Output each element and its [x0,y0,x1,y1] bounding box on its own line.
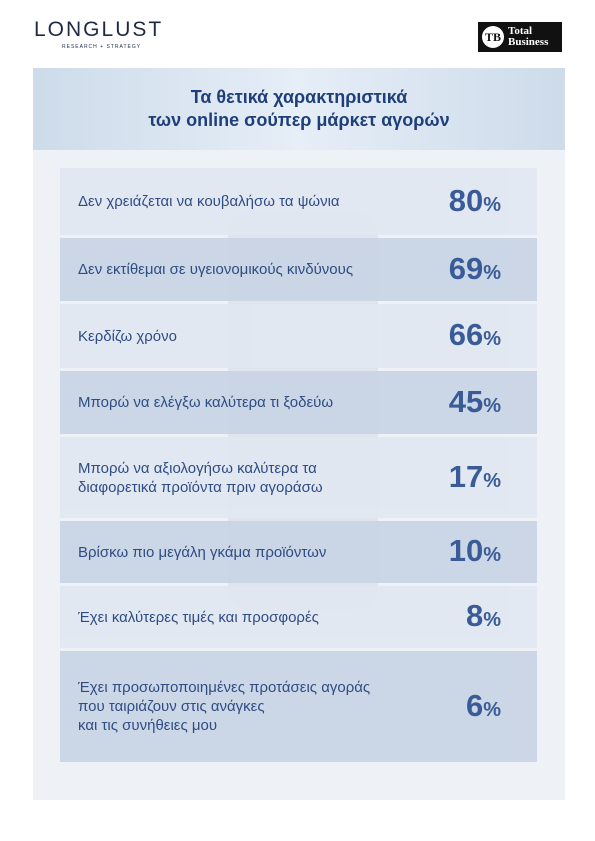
logo-text: Business [508,36,549,48]
row-label: Κερδίζω χρόνο [78,327,177,345]
row-label: Δεν εκτίθεμαι σε υγειονομικούς κινδύνους [78,261,354,278]
row-percent: 6% [465,687,501,723]
row-percent: 80% [448,182,501,218]
logo-text: Total [508,25,533,37]
list-row: Έχει καλύτερες τιμές και προσφορές 8% [60,586,537,648]
row-percent: 45% [448,383,501,419]
row-label: Μπορώ να ελέγξω καλύτερα τι ξοδεύω [78,394,334,411]
row-percent: 66% [448,317,501,352]
row-label: και τις συνήθειες μου [78,717,218,734]
row-label: Έχει καλύτερες τιμές και προσφορές [78,608,319,626]
list-row: Έχει προσωποποιημένες προτάσεις αγοράς πο… [60,651,537,762]
row-label: διαφορετικά προϊόντα πριν αγοράσω [78,478,323,496]
row-label: Βρίσκω πιο μεγάλη γκάμα προϊόντων [78,543,327,561]
logo: LONGLUST [34,18,164,41]
row-percent: 17% [448,458,501,494]
title-band [33,68,565,150]
row-percent: 69% [448,250,501,286]
row-label: Μπορώ να αξιολογήσω καλύτερα τα [78,459,317,477]
row-percent: 8% [465,598,501,633]
title: των online σούπερ μάρκετ αγορών [148,110,450,130]
list-row: Μπορώ να αξιολογήσω καλύτερα τα διαφορετι… [60,437,537,518]
row-label: Έχει προσωποποιημένες προτάσεις αγοράς [78,679,371,696]
list-row: Δεν χρειάζεται να κουβαλήσω τα ψώνια 80% [60,168,537,235]
logo-subtitle: RESEARCH + STRATEGY [62,44,142,50]
row-label: Δεν χρειάζεται να κουβαλήσω τα ψώνια [78,193,340,210]
row-label: που ταιριάζουν στις ανάγκες [78,698,265,715]
row-percent: 10% [448,533,501,568]
logo: TB Total Business [478,22,562,52]
logo-icon: TB [482,26,504,48]
list-row: Μπορώ να ελέγξω καλύτερα τι ξοδεύω 45% [60,371,537,434]
list-row: Κερδίζω χρόνο 66% [60,304,537,368]
title: Τα θετικά χαρακτηριστικά [190,87,408,107]
list-row: Δεν εκτίθεμαι σε υγειονομικούς κινδύνους… [60,238,537,301]
list-row: Βρίσκω πιο μεγάλη γκάμα προϊόντων 10% [60,521,537,583]
